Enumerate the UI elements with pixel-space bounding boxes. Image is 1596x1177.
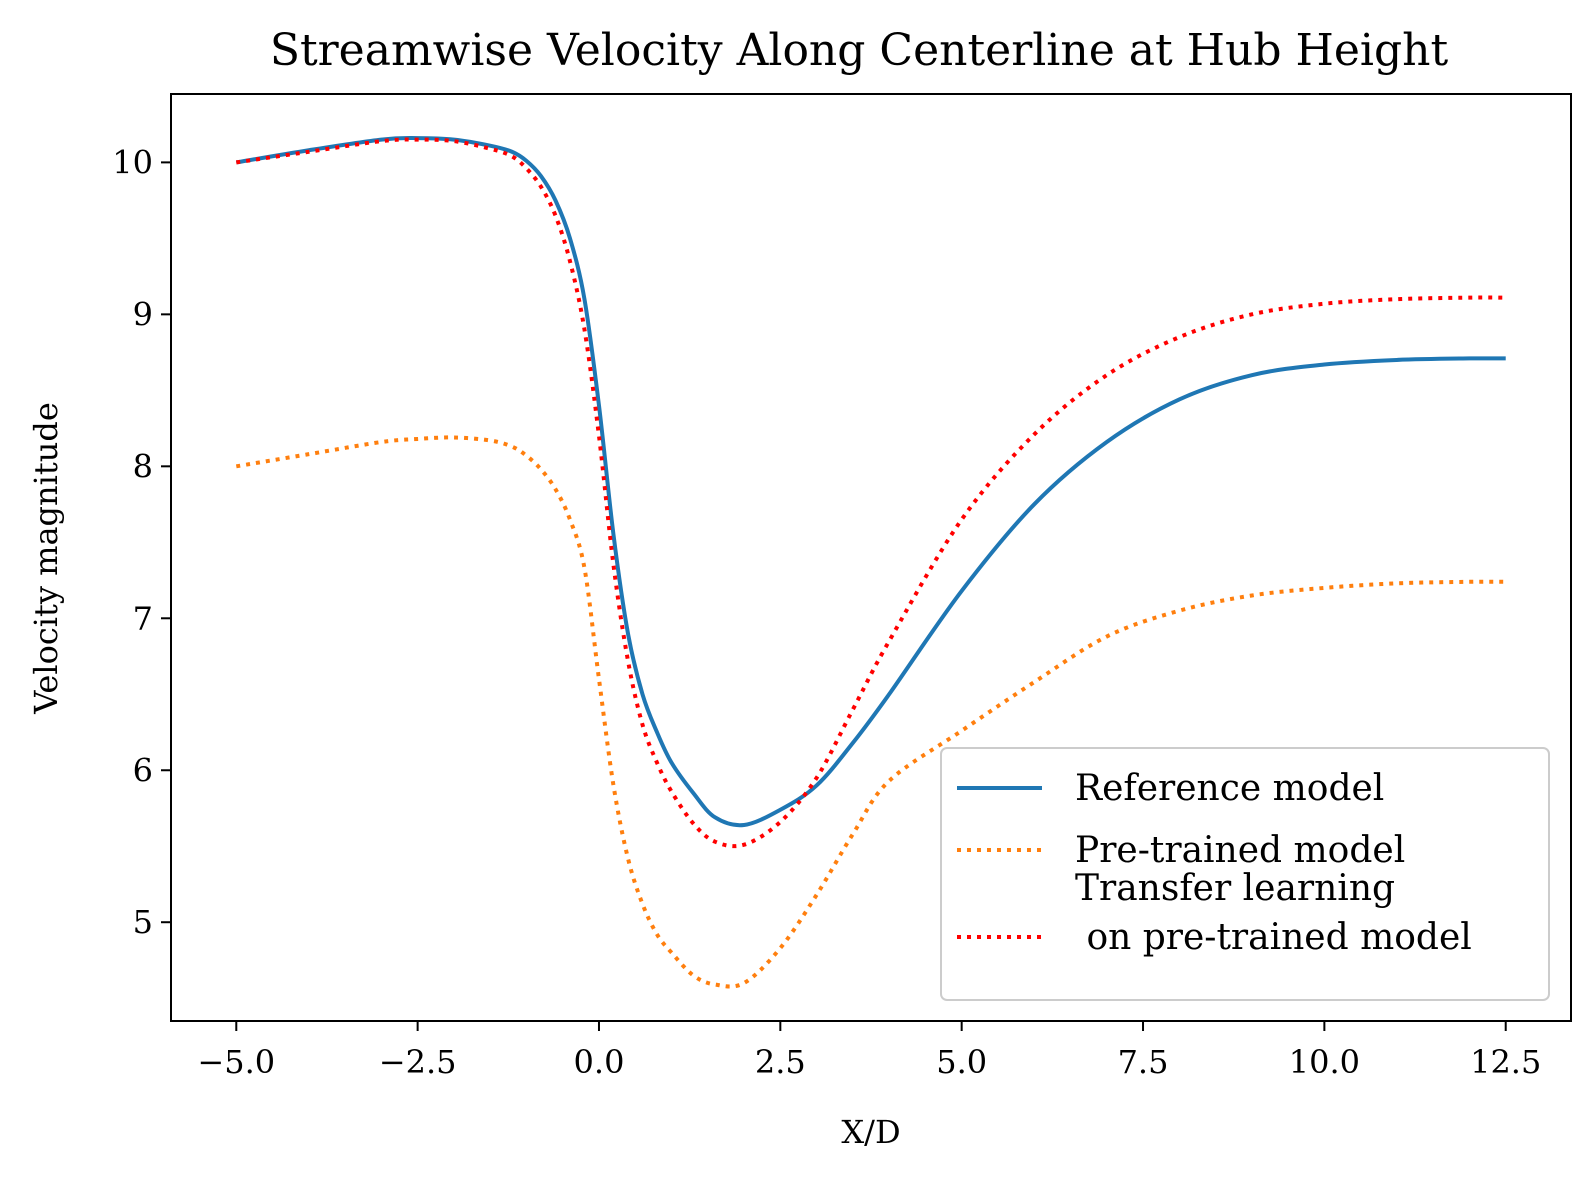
legend-label: Pre-trained model (1075, 830, 1405, 871)
x-tick-label: 7.5 (1118, 1043, 1169, 1081)
x-tick-label: 12.5 (1470, 1043, 1541, 1081)
x-tick-label: 0.0 (574, 1043, 625, 1081)
x-axis: −5.0 −2.5 0.0 2.5 5.0 7.5 10.0 12.5 (197, 1021, 1541, 1081)
x-tick-label: −5.0 (197, 1043, 275, 1081)
y-tick-label: 6 (133, 751, 153, 789)
chart-title: Streamwise Velocity Along Centerline at … (270, 25, 1449, 76)
y-tick-label: 8 (133, 447, 153, 485)
y-tick-label: 5 (133, 903, 153, 941)
x-tick-label: 2.5 (755, 1043, 806, 1081)
x-tick-label: −2.5 (379, 1043, 457, 1081)
legend-box (940, 747, 1550, 1001)
x-tick-label: 10.0 (1289, 1043, 1360, 1081)
y-tick-label: 7 (133, 599, 153, 637)
legend-label-line: Reference model (1075, 768, 1384, 809)
legend: Reference model Pre-trained modelTransfer… (940, 747, 1550, 1001)
series-layer (235, 136, 1506, 989)
y-axis-label: Velocity magnitude (27, 402, 65, 715)
legend-label-line: Transfer learning (1075, 868, 1395, 909)
legend-label: Reference model (1075, 768, 1384, 809)
legend-label-line: on pre-trained model (1075, 917, 1472, 958)
y-axis: 5 6 7 8 9 10 (112, 143, 171, 941)
y-tick-label: 10 (112, 143, 153, 181)
legend-label-line: Pre-trained model (1075, 830, 1405, 871)
series-line-reference-model (235, 136, 1506, 828)
plot-frame (170, 93, 1572, 1022)
y-tick-label: 9 (133, 295, 153, 333)
x-tick-label: 5.0 (936, 1043, 987, 1081)
series-line-pre-trained-model (235, 435, 1506, 989)
legend-label: Transfer learning on pre-trained model (1075, 868, 1472, 958)
x-axis-label: X/D (841, 1113, 900, 1151)
